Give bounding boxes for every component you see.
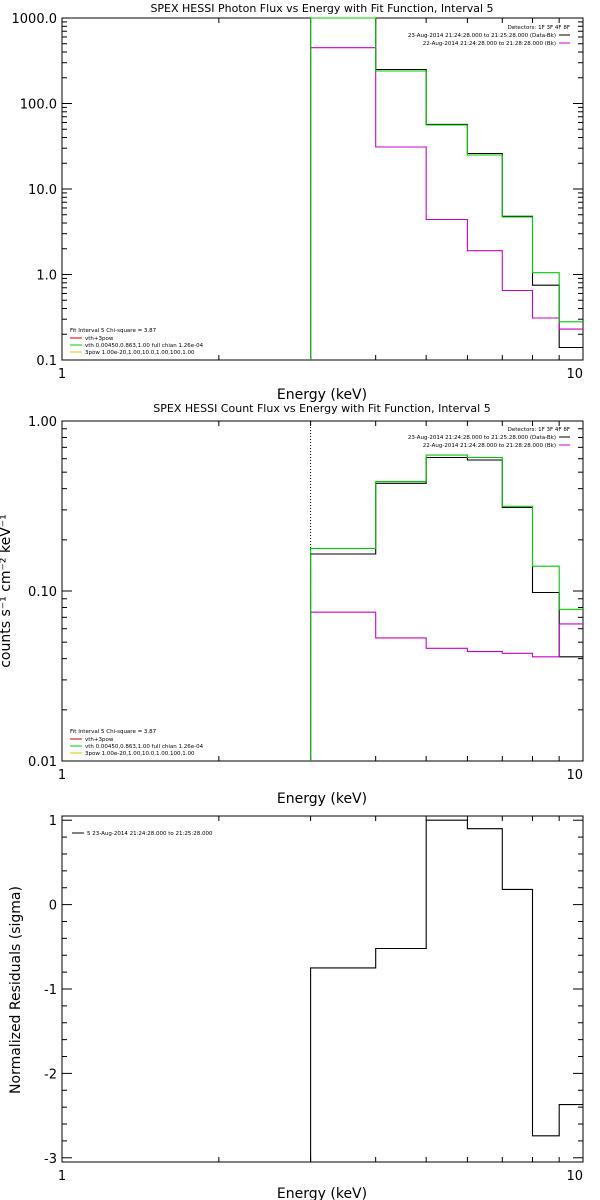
count-flux-xtick-label: 1 — [58, 768, 66, 783]
count-flux-legend-bottom: Fit Interval 5 Chi-square = 3.87 vth+3po… — [70, 729, 204, 757]
residuals-xlabel: Energy (keV) — [277, 1186, 367, 1200]
photon-flux-legend-top: Detectors: 1F 3F 4F 8F 23-Aug-2014 21:24… — [408, 25, 570, 47]
count-flux-series-2-step — [310, 454, 583, 761]
photon-flux-fit-header: Fit Interval 5 Chi-square = 3.87 — [70, 328, 157, 334]
photon-flux-fit-entry-2: vth 0.00450,0.863,1.00 full chian 1.26e-… — [85, 343, 204, 349]
photon-flux-legend-header: Detectors: 1F 3F 4F 8F — [508, 25, 570, 31]
photon-flux-xlabel: Energy (keV) — [277, 387, 367, 403]
count-flux-fit-entry-2: vth 0.00450,0.863,1.00 full chian 1.26e-… — [85, 744, 204, 750]
photon-flux-ytick-label: 1000.0 — [12, 12, 58, 27]
count-flux-legend-top: Detectors: 1F 3F 4F 8F 23-Aug-2014 21:24… — [408, 427, 570, 449]
count-flux-xtick-label: 10 — [566, 768, 583, 783]
count-flux-ytick-label: 1.00 — [28, 415, 57, 430]
residuals-xtick-label: 1 — [58, 1169, 66, 1184]
residuals-panel: 1 10 -3 -2 -1 0 1 Energy (keV) Normalized Resi… — [8, 814, 584, 1200]
count-flux-panel: SPEX HESSI Count Flux vs Energy with Fit… — [0, 402, 584, 807]
photon-flux-fit-entry-1: vth+3pow — [85, 336, 114, 342]
photon-flux-series-1-step — [310, 47, 583, 360]
photon-flux-legend-bk: 22-Aug-2014 21:24:28.000 to 21:28:28.000… — [423, 41, 556, 47]
photon-flux-series — [310, 17, 583, 360]
photon-flux-title: SPEX HESSI Photon Flux vs Energy with Fi… — [150, 2, 493, 15]
residuals-legend-entry: 5 23-Aug-2014 21:24:28.000 to 21:25:28.0… — [87, 831, 213, 837]
residuals-axes: 1 10 -3 -2 -1 0 1 — [44, 814, 584, 1184]
residuals-legend: 5 23-Aug-2014 21:24:28.000 to 21:25:28.0… — [72, 831, 213, 837]
residuals-ytick-label: 0 — [49, 899, 57, 914]
count-flux-ylabel: counts s⁻¹ cm⁻² keV⁻¹ — [0, 514, 14, 668]
photon-flux-axes: 1 10 0.1 1.0 10.0 100.0 1000.0 — [12, 12, 584, 382]
photon-flux-ytick-label: 10.0 — [28, 183, 57, 198]
photon-flux-ytick-label: 0.1 — [36, 354, 57, 369]
count-flux-series-1-step — [310, 611, 583, 761]
photon-flux-fit-entry-3: 3pow 1.00e-20,1.00,10.0,1.00,100,1.00 — [85, 350, 195, 356]
photon-flux-ytick-label: 100.0 — [20, 98, 57, 113]
residuals-xtick-label: 10 — [566, 1169, 583, 1184]
photon-flux-series-2-step — [310, 17, 583, 360]
residuals-ytick-label: -2 — [44, 1067, 57, 1082]
count-flux-legend-data: 23-Aug-2014 21:24:28.000 to 21:25:28.000… — [408, 435, 556, 441]
residuals-ytick-label: -1 — [44, 983, 57, 998]
photon-flux-xtick-label: 1 — [58, 367, 66, 382]
count-flux-xlabel: Energy (keV) — [277, 791, 367, 807]
count-flux-ytick-label: 0.01 — [28, 755, 57, 770]
count-flux-series — [310, 421, 583, 761]
count-flux-title: SPEX HESSI Count Flux vs Energy with Fit… — [153, 402, 490, 415]
count-flux-fit-header: Fit Interval 5 Chi-square = 3.87 — [70, 729, 157, 735]
photon-flux-panel: SPEX HESSI Photon Flux vs Energy with Fi… — [12, 2, 584, 403]
count-flux-ytick-label: 0.10 — [28, 585, 57, 600]
photon-flux-legend-bottom: Fit Interval 5 Chi-square = 3.87 vth+3po… — [70, 328, 204, 356]
residuals-series-0-step — [310, 819, 583, 1162]
photon-flux-legend-data: 23-Aug-2014 21:24:28.000 to 21:25:28.000… — [408, 33, 556, 39]
count-flux-fit-entry-3: 3pow 1.00e-20,1.00,10.0,1.00,100,1.00 — [85, 751, 195, 757]
count-flux-fit-entry-1: vth+3pow — [85, 737, 114, 743]
residuals-ylabel: Normalized Residuals (sigma) — [8, 886, 24, 1094]
residuals-ytick-label: 1 — [49, 814, 57, 829]
residuals-ytick-label: -3 — [44, 1152, 57, 1167]
photon-flux-ytick-label: 1.0 — [36, 269, 57, 284]
photon-flux-xtick-label: 10 — [566, 367, 583, 382]
count-flux-legend-bk: 22-Aug-2014 21:24:28.000 to 21:28:28.000… — [423, 443, 556, 449]
residuals-series — [310, 819, 583, 1162]
count-flux-legend-header: Detectors: 1F 3F 4F 8F — [508, 427, 570, 433]
count-flux-axes: 1 10 0.01 0.10 1.00 — [28, 415, 584, 783]
